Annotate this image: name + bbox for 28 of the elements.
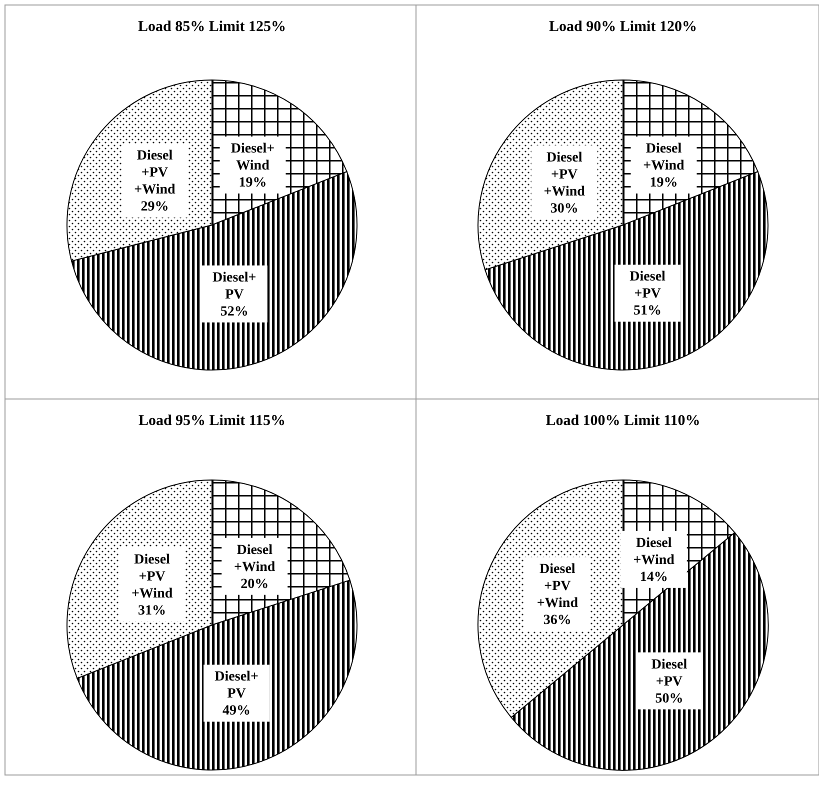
data-label: 36% [543, 613, 572, 628]
slice-label: Diesel +Wind [643, 142, 685, 174]
slice-label: Diesel +PV +Wind [536, 562, 578, 612]
slice-label: Diesel +PV +Wind [134, 148, 176, 198]
data-label: 29% [140, 200, 169, 215]
data-label: 20% [240, 576, 269, 592]
slice-label: Diesel +PV [651, 657, 688, 690]
data-label: 50% [655, 691, 684, 706]
chart-title: Load 95% Limit 115% [138, 413, 286, 429]
slice-label: Diesel+ Wind [230, 142, 275, 174]
data-label: 19% [238, 176, 267, 191]
data-label: 14% [640, 570, 668, 585]
data-label: 31% [138, 603, 166, 618]
data-label: 51% [634, 304, 662, 319]
slice-label: Diesel+ PV [212, 270, 256, 302]
data-label: 49% [222, 704, 251, 719]
slice-label: Diesel+ PV [214, 670, 258, 702]
slice-label: Diesel +PV +Wind [131, 552, 173, 602]
data-label: 30% [550, 201, 578, 216]
chart-title: Load 85% Limit 125% [138, 19, 286, 35]
data-label: 52% [220, 304, 248, 320]
slice-label: Diesel +Wind [633, 536, 675, 568]
slice-label: Diesel +PV [630, 270, 666, 302]
slice-label: Diesel +Wind [234, 542, 276, 575]
chart-title: Load 100% Limit 110% [546, 413, 700, 429]
data-label: 19% [650, 176, 678, 191]
slice-label: Diesel +PV +Wind [544, 150, 586, 200]
chart-title: Load 90% Limit 120% [549, 19, 697, 35]
